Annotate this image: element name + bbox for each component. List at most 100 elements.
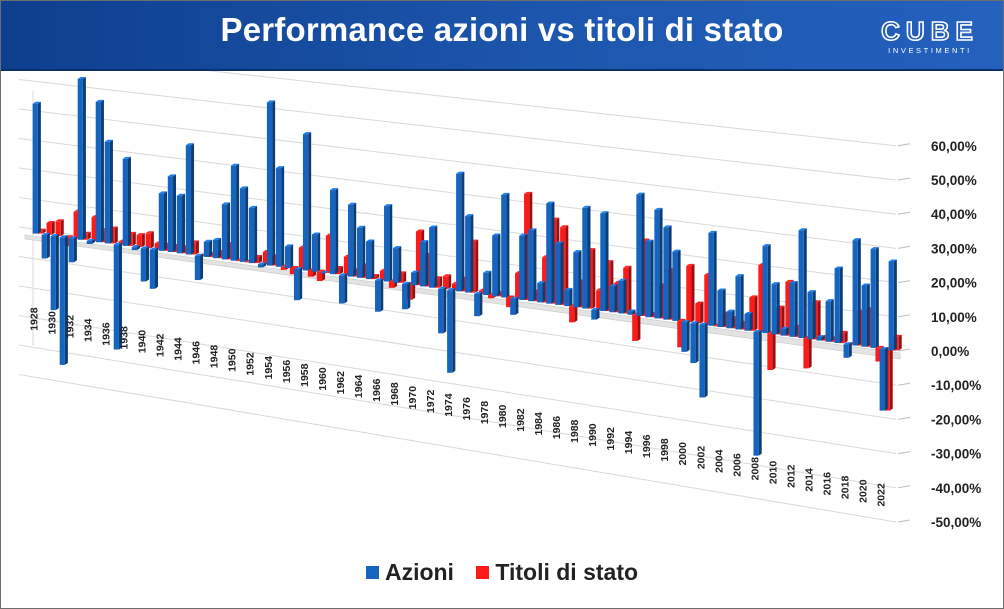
azioni-bar-1948 <box>212 237 222 259</box>
azioni-bar-2001 <box>690 321 699 364</box>
azioni-bar-2009 <box>762 244 771 334</box>
azioni-bar-1932-side <box>73 236 77 263</box>
azioni-bar-1979-front <box>492 235 498 297</box>
azioni-bar-1965 <box>366 239 375 280</box>
x-tick-label: 1988 <box>569 419 581 443</box>
azioni-bar-1976-front <box>465 216 471 293</box>
azioni-bar-2023-front <box>888 261 894 351</box>
titoli-bar-1978-front <box>488 295 494 299</box>
azioni-bar-1987-side <box>569 287 573 307</box>
azioni-bar-1948-front <box>212 239 219 259</box>
azioni-bar-2018-front <box>843 344 849 358</box>
titoli-bar-1993-side <box>628 265 632 314</box>
titoli-bar-1953-front <box>262 252 268 265</box>
azioni-bar-2012-top <box>789 281 798 284</box>
titoli-bar-1945-side <box>195 240 199 255</box>
azioni-bar-1955 <box>275 166 285 267</box>
azioni-bar-1993-side <box>623 278 627 314</box>
azioni-bar-1966-side <box>380 278 384 312</box>
x-tick-label: 2012 <box>785 464 797 488</box>
titoli-bar-2001 <box>695 301 704 324</box>
azioni-bar-2013-front <box>798 230 804 339</box>
azioni-bar-1971 <box>420 240 429 287</box>
azioni-bar-2006-side <box>740 274 744 330</box>
azioni-bar-1974-top <box>447 288 456 291</box>
azioni-bar-1979 <box>492 233 501 297</box>
x-tick-label: 1984 <box>533 412 545 436</box>
x-tick-label: 1978 <box>479 401 491 425</box>
x-tick-label: 1962 <box>335 371 347 395</box>
header-banner: Performance azioni vs titoli di stato CU… <box>1 1 1003 71</box>
azioni-bar-1992-side <box>614 284 618 313</box>
azioni-bar-2022 <box>879 347 888 411</box>
azioni-bar-1928-front <box>32 103 38 234</box>
azioni-bar-2002-side <box>704 322 708 398</box>
y-tick-label: -40,00% <box>931 481 981 496</box>
azioni-bar-2002 <box>699 322 708 398</box>
azioni-bar-1931-side <box>64 235 68 365</box>
azioni-bar-2016-top <box>825 299 834 302</box>
azioni-bar-1985-side <box>551 201 555 304</box>
azioni-bar-1954 <box>266 100 276 266</box>
azioni-bar-1990-front <box>591 309 597 320</box>
azioni-bar-2003-front <box>708 232 714 326</box>
azioni-bar-2022-front <box>879 349 885 411</box>
x-tick-label: 1994 <box>623 431 635 455</box>
azioni-bar-1947-side <box>209 239 213 257</box>
x-tick-label: 1930 <box>47 311 59 335</box>
azioni-bar-1969 <box>402 282 411 310</box>
azioni-bar-1957-top <box>293 267 303 270</box>
logo-sub-text: INVESTIMENTI <box>888 46 972 55</box>
azioni-bar-1951 <box>239 186 249 262</box>
titoli-bar-1965-side <box>376 273 380 280</box>
titoli-bar-1976-side <box>475 239 479 293</box>
titoli-bar-1980-front <box>506 297 512 308</box>
titoli-bar-1940-top <box>145 231 154 234</box>
azioni-bar-1934-top <box>86 238 95 241</box>
azioni-bar-1945-front <box>185 145 192 255</box>
azioni-bar-1958-top <box>302 132 312 135</box>
titoli-bar-2003-front <box>713 325 719 327</box>
azioni-bar-1986 <box>555 241 564 305</box>
azioni-bar-2006-front <box>735 276 741 330</box>
azioni-bar-2017 <box>834 266 843 344</box>
azioni-bar-1956-side <box>290 244 294 269</box>
azioni-bar-1943-front <box>167 176 174 253</box>
titoli-bar-1994-side <box>637 312 641 341</box>
azioni-bar-2005 <box>726 309 735 329</box>
titoli-bar-1970-front <box>415 231 422 286</box>
azioni-bar-1937-front <box>113 244 119 350</box>
x-tick-label: 1968 <box>389 382 401 406</box>
x-tick-label: 1952 <box>245 352 257 376</box>
x-tick-label: 2014 <box>803 468 815 492</box>
x-tick-label: 2000 <box>677 442 689 466</box>
azioni-bar-1954-side <box>272 100 276 266</box>
azioni-bar-2012-side <box>794 281 798 337</box>
azioni-bar-2008 <box>753 329 762 456</box>
azioni-bar-1937 <box>113 242 122 350</box>
azioni-bar-1952-front <box>248 207 255 264</box>
azioni-bar-1962-side <box>344 273 348 304</box>
titoli-bar-1929-side <box>51 221 55 235</box>
titoli-bar-1939 <box>136 233 145 248</box>
azioni-bar-1959 <box>311 232 321 272</box>
azioni-bar-2005-top <box>726 309 735 312</box>
azioni-bar-1964-top <box>357 225 366 228</box>
azioni-bar-1928-top <box>32 101 41 104</box>
y-tick-mark <box>897 143 911 147</box>
azioni-bar-1943 <box>167 174 177 253</box>
titoli-bar-1961-side <box>340 265 344 275</box>
x-tick-label: 1942 <box>155 333 167 357</box>
azioni-bar-1986-top <box>555 241 564 244</box>
azioni-bar-1980 <box>501 192 510 298</box>
azioni-bar-1966-front <box>375 280 381 312</box>
x-tick-label: 1976 <box>461 397 473 421</box>
azioni-bar-2014-top <box>807 290 816 293</box>
azioni-bar-1928-side <box>37 101 41 234</box>
azioni-bar-2006-top <box>735 274 744 277</box>
azioni-bar-2012 <box>789 281 798 337</box>
azioni-bar-1977-top <box>474 291 483 294</box>
azioni-bar-1994 <box>627 309 636 315</box>
titoli-bar-1939-top <box>136 233 145 236</box>
azioni-bar-1983 <box>528 228 537 302</box>
